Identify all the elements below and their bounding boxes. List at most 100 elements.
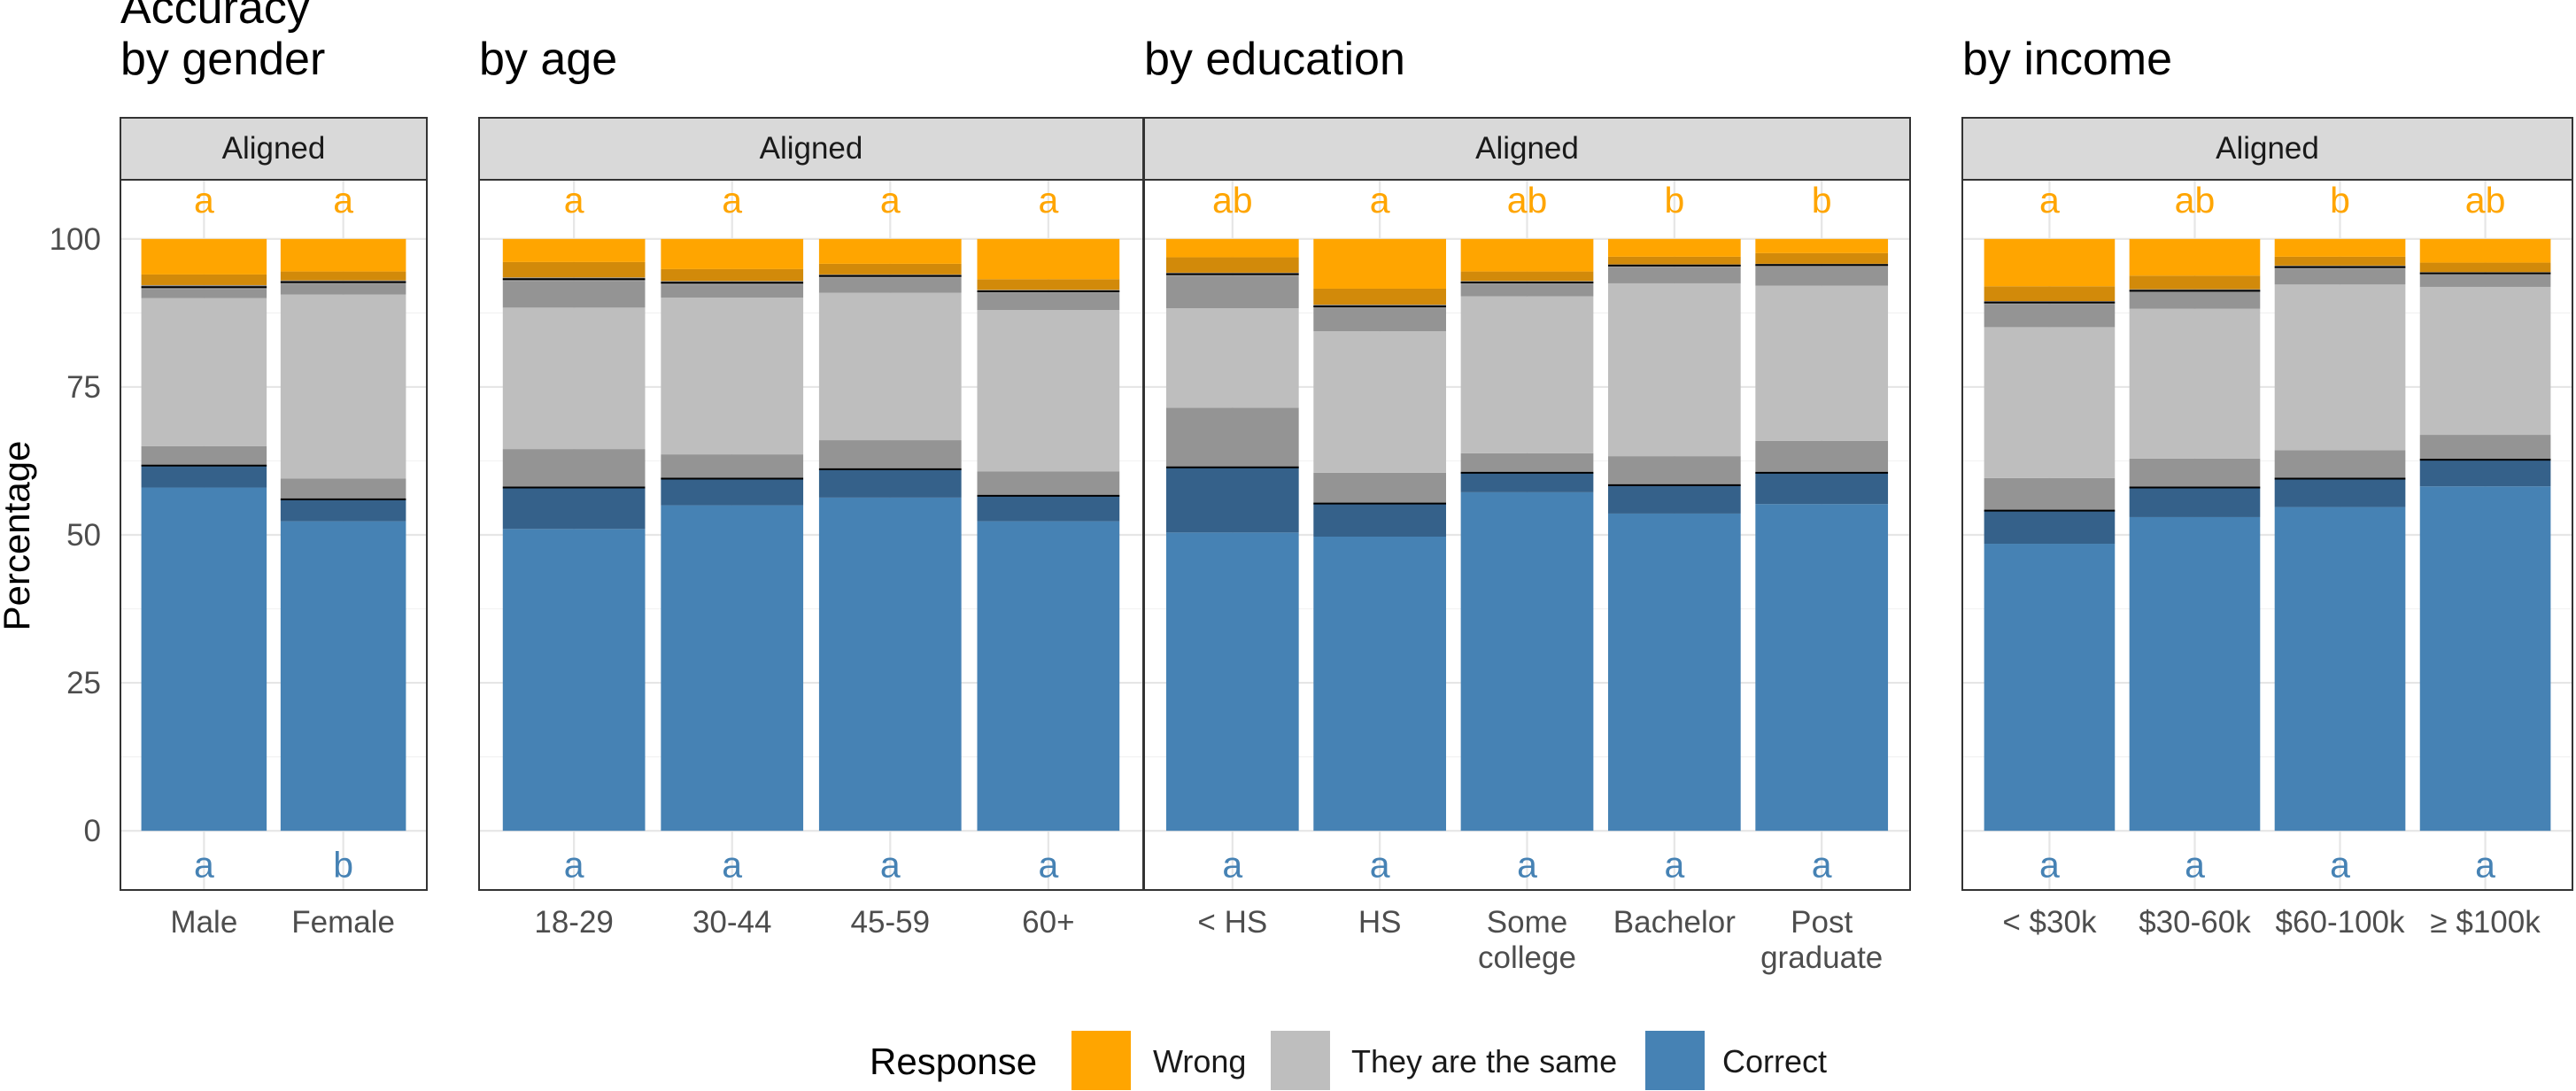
bar-segment <box>502 307 646 450</box>
significance-letter-wrong: ab <box>1507 180 1548 221</box>
bar-segment <box>1165 238 1299 258</box>
bar-segment <box>1460 283 1594 297</box>
bar-segment <box>1313 537 1447 832</box>
bar-segment <box>1313 503 1447 538</box>
x-tick-label: college <box>1478 940 1576 975</box>
bar-segment <box>1755 266 1889 286</box>
significance-letter-correct: a <box>1812 844 1832 885</box>
bar-segment <box>502 529 646 832</box>
facet-strip <box>1143 117 1911 181</box>
x-tick-label: < HS <box>1197 905 1267 940</box>
x-tick-label: $60-100k <box>2276 905 2405 940</box>
bar-segment <box>1755 504 1889 832</box>
bar-segment <box>977 279 1120 290</box>
significance-letter-wrong: b <box>1812 180 1832 221</box>
bar-segment <box>280 283 406 295</box>
bar-segment <box>977 310 1120 472</box>
facet-strip-label: Aligned <box>2216 131 2319 166</box>
significance-letter-correct: a <box>880 844 901 885</box>
y-tick-label: 0 <box>84 814 101 848</box>
bar-segment <box>141 298 267 446</box>
bar-segment <box>818 263 962 275</box>
bar-segment <box>818 292 962 441</box>
significance-letter-correct: a <box>1664 844 1684 885</box>
panel-border <box>1961 179 2573 891</box>
significance-letter-correct: b <box>333 844 353 885</box>
bar-3 <box>1460 238 1594 832</box>
bar-2 <box>2129 238 2261 832</box>
legend-key <box>1645 1031 1705 1090</box>
y-axis-title: Percentage <box>0 441 37 631</box>
bar-4 <box>1607 238 1741 832</box>
bar-segment <box>1984 327 2116 478</box>
bar-segment <box>2274 507 2406 832</box>
bar-segment <box>502 238 646 262</box>
bar-segment <box>1755 252 1889 264</box>
bar-segment <box>1165 407 1299 468</box>
bar-segment <box>2419 274 2551 287</box>
bar-segment <box>1984 286 2116 302</box>
bar-segment <box>280 478 406 499</box>
legend: Response Wrong They are the same Correct <box>870 1031 1827 1090</box>
bar-segment <box>502 281 646 308</box>
bar-4 <box>977 238 1120 832</box>
significance-letter-correct: a <box>2475 844 2495 885</box>
bar-segment <box>1984 510 2116 545</box>
significance-letter-wrong: a <box>333 180 353 221</box>
bar-segment <box>502 261 646 278</box>
bar-segment <box>1460 472 1594 492</box>
legend-title: Response <box>870 1041 1037 1082</box>
bar-segment <box>1984 238 2116 287</box>
bar-segment <box>2129 516 2261 832</box>
bar-segment <box>818 468 962 498</box>
panel-title: Accuracy <box>120 0 310 34</box>
bar-segment <box>977 292 1120 311</box>
bar-segment <box>1460 296 1594 453</box>
significance-letter-wrong: a <box>880 180 901 221</box>
bar-segment <box>2419 286 2551 436</box>
legend-label: Wrong <box>1153 1043 1246 1079</box>
x-tick-label: Some <box>1487 905 1567 940</box>
significance-letter-wrong: a <box>194 180 214 221</box>
significance-letter-wrong: a <box>564 180 584 221</box>
bar-segment <box>141 465 267 488</box>
bar-segment <box>1165 308 1299 408</box>
bar-segment <box>2274 238 2406 257</box>
significance-letter-correct: a <box>2039 844 2060 885</box>
y-axis: 0 25 50 75 100 <box>50 222 101 848</box>
panel-title: by age <box>479 34 617 85</box>
bar-segment <box>818 497 962 832</box>
bar-segment <box>1313 472 1447 504</box>
bar-segment <box>2274 284 2406 451</box>
bar-segment <box>280 521 406 832</box>
facet-strip <box>120 117 428 181</box>
bar-1 <box>141 238 267 832</box>
facet-strip <box>478 117 1144 181</box>
bar-segment <box>1607 238 1741 257</box>
panel-title: by education <box>1144 34 1405 85</box>
bar-segment <box>1755 472 1889 505</box>
significance-letter-wrong: ab <box>1212 180 1253 221</box>
panel-border <box>1143 179 1911 891</box>
x-tick-label: 45-59 <box>851 905 931 940</box>
bar-segment <box>1460 453 1594 473</box>
bar-3 <box>2274 238 2406 832</box>
bar-segment <box>661 297 804 455</box>
bar-segment <box>661 478 804 506</box>
facet-strip <box>1961 117 2573 181</box>
bar-5 <box>1755 238 1889 832</box>
bar-segment <box>2419 262 2551 273</box>
significance-letter-correct: a <box>564 844 584 885</box>
bar-segment <box>1607 282 1741 457</box>
x-tick-label: HS <box>1358 905 1402 940</box>
panel-2: by age Aligned a a 18-29 a a 30-44 a a 45-59 a a 60+ <box>478 34 1144 940</box>
bar-3 <box>818 238 962 832</box>
bar-segment <box>977 495 1120 522</box>
significance-letter-wrong: b <box>1664 180 1684 221</box>
bar-segment <box>1607 456 1741 485</box>
bar-segment <box>2129 238 2261 276</box>
bar-segment <box>1460 491 1594 832</box>
panel-border <box>120 179 428 891</box>
